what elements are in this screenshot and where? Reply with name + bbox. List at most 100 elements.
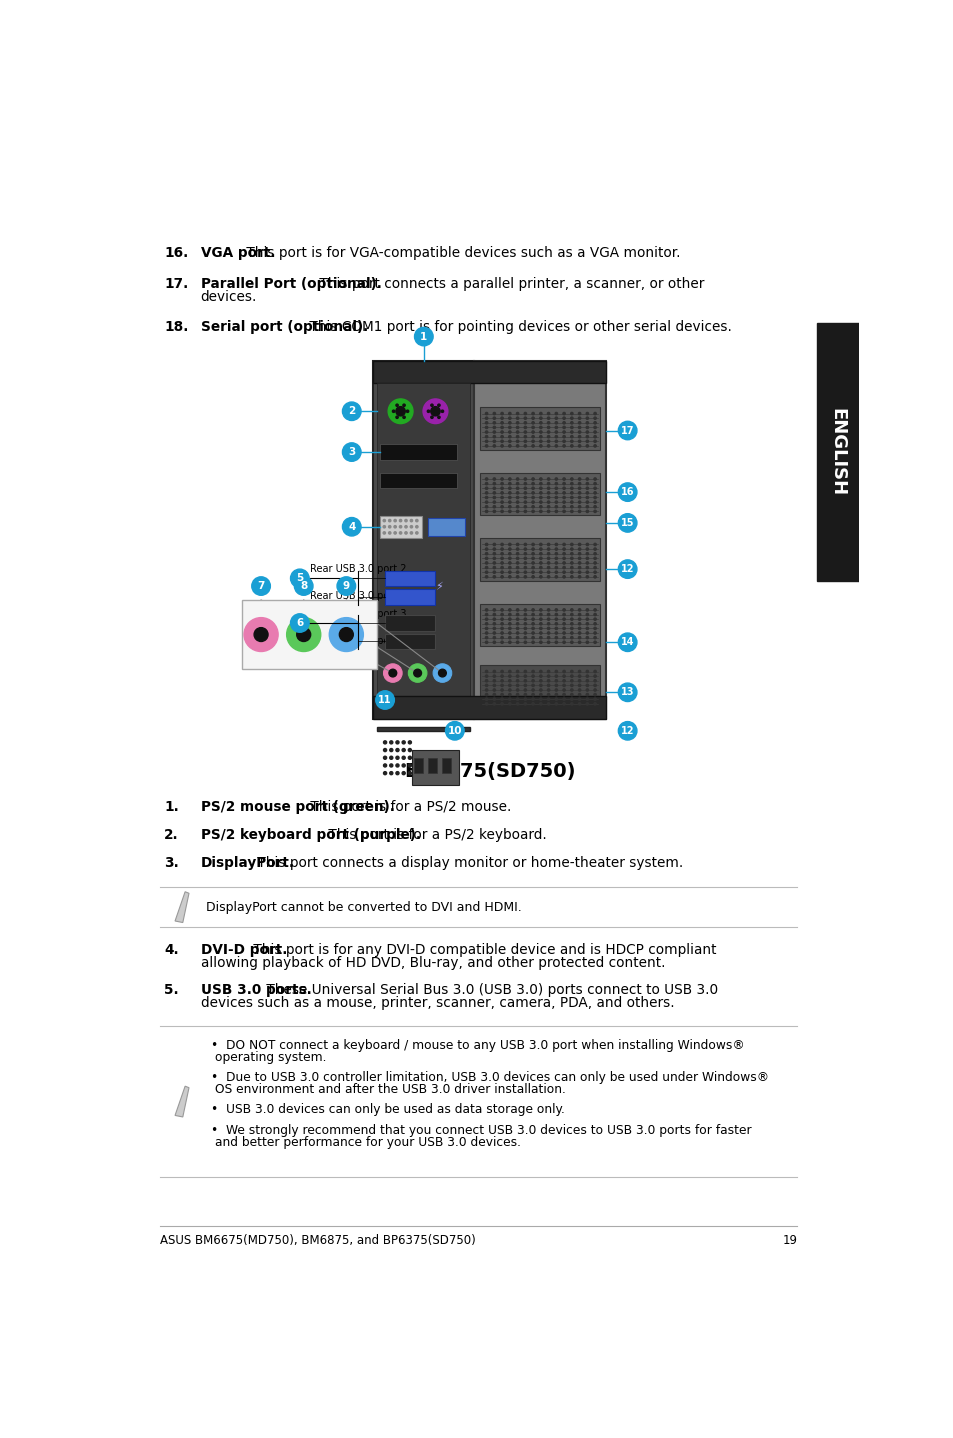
- Circle shape: [578, 483, 580, 485]
- Circle shape: [500, 674, 503, 677]
- Text: VGA port.: VGA port.: [200, 246, 274, 260]
- Circle shape: [578, 674, 580, 677]
- Circle shape: [570, 496, 573, 499]
- Circle shape: [516, 444, 518, 447]
- Circle shape: [570, 483, 573, 485]
- Circle shape: [539, 500, 541, 503]
- Circle shape: [404, 532, 407, 533]
- Circle shape: [539, 444, 541, 447]
- Circle shape: [485, 496, 487, 499]
- Circle shape: [516, 506, 518, 508]
- Circle shape: [570, 608, 573, 611]
- Circle shape: [493, 571, 495, 574]
- Circle shape: [523, 557, 526, 559]
- Circle shape: [500, 614, 503, 615]
- Circle shape: [523, 689, 526, 692]
- Circle shape: [539, 477, 541, 480]
- Circle shape: [532, 496, 534, 499]
- Circle shape: [578, 608, 580, 611]
- Circle shape: [594, 413, 596, 414]
- Circle shape: [493, 496, 495, 499]
- Circle shape: [578, 506, 580, 508]
- Circle shape: [516, 637, 518, 638]
- Circle shape: [585, 562, 588, 564]
- Circle shape: [547, 492, 549, 495]
- Circle shape: [585, 567, 588, 568]
- Circle shape: [585, 618, 588, 620]
- Circle shape: [516, 431, 518, 433]
- Text: 3.: 3.: [164, 856, 179, 870]
- Circle shape: [532, 492, 534, 495]
- Circle shape: [508, 631, 511, 634]
- Circle shape: [516, 562, 518, 564]
- Circle shape: [408, 772, 411, 775]
- Circle shape: [523, 608, 526, 611]
- Circle shape: [555, 506, 557, 508]
- Circle shape: [244, 617, 278, 651]
- Circle shape: [547, 575, 549, 578]
- Circle shape: [547, 500, 549, 503]
- Circle shape: [547, 444, 549, 447]
- Circle shape: [555, 552, 557, 555]
- Text: Serial port (optional).: Serial port (optional).: [200, 321, 368, 335]
- Circle shape: [547, 436, 549, 437]
- Circle shape: [493, 631, 495, 634]
- Circle shape: [500, 575, 503, 578]
- Circle shape: [508, 492, 511, 495]
- Circle shape: [500, 562, 503, 564]
- Circle shape: [516, 413, 518, 414]
- Bar: [427, 518, 464, 536]
- Circle shape: [532, 618, 534, 620]
- Circle shape: [562, 510, 565, 512]
- Text: 1.: 1.: [164, 800, 179, 814]
- Circle shape: [555, 623, 557, 626]
- Circle shape: [523, 637, 526, 638]
- Circle shape: [532, 637, 534, 638]
- Text: 19: 19: [781, 1234, 797, 1247]
- Circle shape: [562, 477, 565, 480]
- Circle shape: [594, 567, 596, 568]
- Circle shape: [578, 641, 580, 643]
- Circle shape: [408, 764, 411, 766]
- Circle shape: [375, 690, 394, 709]
- Circle shape: [547, 614, 549, 615]
- Circle shape: [402, 764, 405, 766]
- Circle shape: [585, 444, 588, 447]
- Bar: [385, 615, 435, 631]
- Circle shape: [485, 421, 487, 424]
- Bar: [480, 604, 599, 646]
- Circle shape: [408, 749, 411, 752]
- Circle shape: [618, 633, 637, 651]
- Circle shape: [500, 500, 503, 503]
- Circle shape: [570, 510, 573, 512]
- Circle shape: [578, 680, 580, 682]
- Circle shape: [570, 544, 573, 545]
- Circle shape: [296, 627, 311, 641]
- Circle shape: [532, 684, 534, 686]
- Circle shape: [539, 487, 541, 489]
- Circle shape: [585, 684, 588, 686]
- Circle shape: [516, 641, 518, 643]
- Circle shape: [516, 500, 518, 503]
- Circle shape: [562, 674, 565, 677]
- Text: Rear USB 3.0 port 1: Rear USB 3.0 port 1: [310, 591, 406, 601]
- Circle shape: [485, 637, 487, 638]
- Circle shape: [578, 557, 580, 559]
- Circle shape: [578, 436, 580, 437]
- Circle shape: [585, 510, 588, 512]
- Circle shape: [585, 674, 588, 677]
- Circle shape: [539, 618, 541, 620]
- Circle shape: [578, 697, 580, 700]
- Circle shape: [383, 764, 386, 766]
- Circle shape: [431, 407, 439, 416]
- Text: 16.: 16.: [164, 246, 189, 260]
- Circle shape: [539, 693, 541, 696]
- Circle shape: [523, 571, 526, 574]
- Circle shape: [516, 487, 518, 489]
- Circle shape: [523, 440, 526, 443]
- Circle shape: [493, 618, 495, 620]
- Text: This port is for a PS/2 keyboard.: This port is for a PS/2 keyboard.: [324, 828, 546, 841]
- Text: Parallel Port (optional).: Parallel Port (optional).: [200, 276, 381, 290]
- Circle shape: [570, 618, 573, 620]
- Circle shape: [410, 532, 412, 533]
